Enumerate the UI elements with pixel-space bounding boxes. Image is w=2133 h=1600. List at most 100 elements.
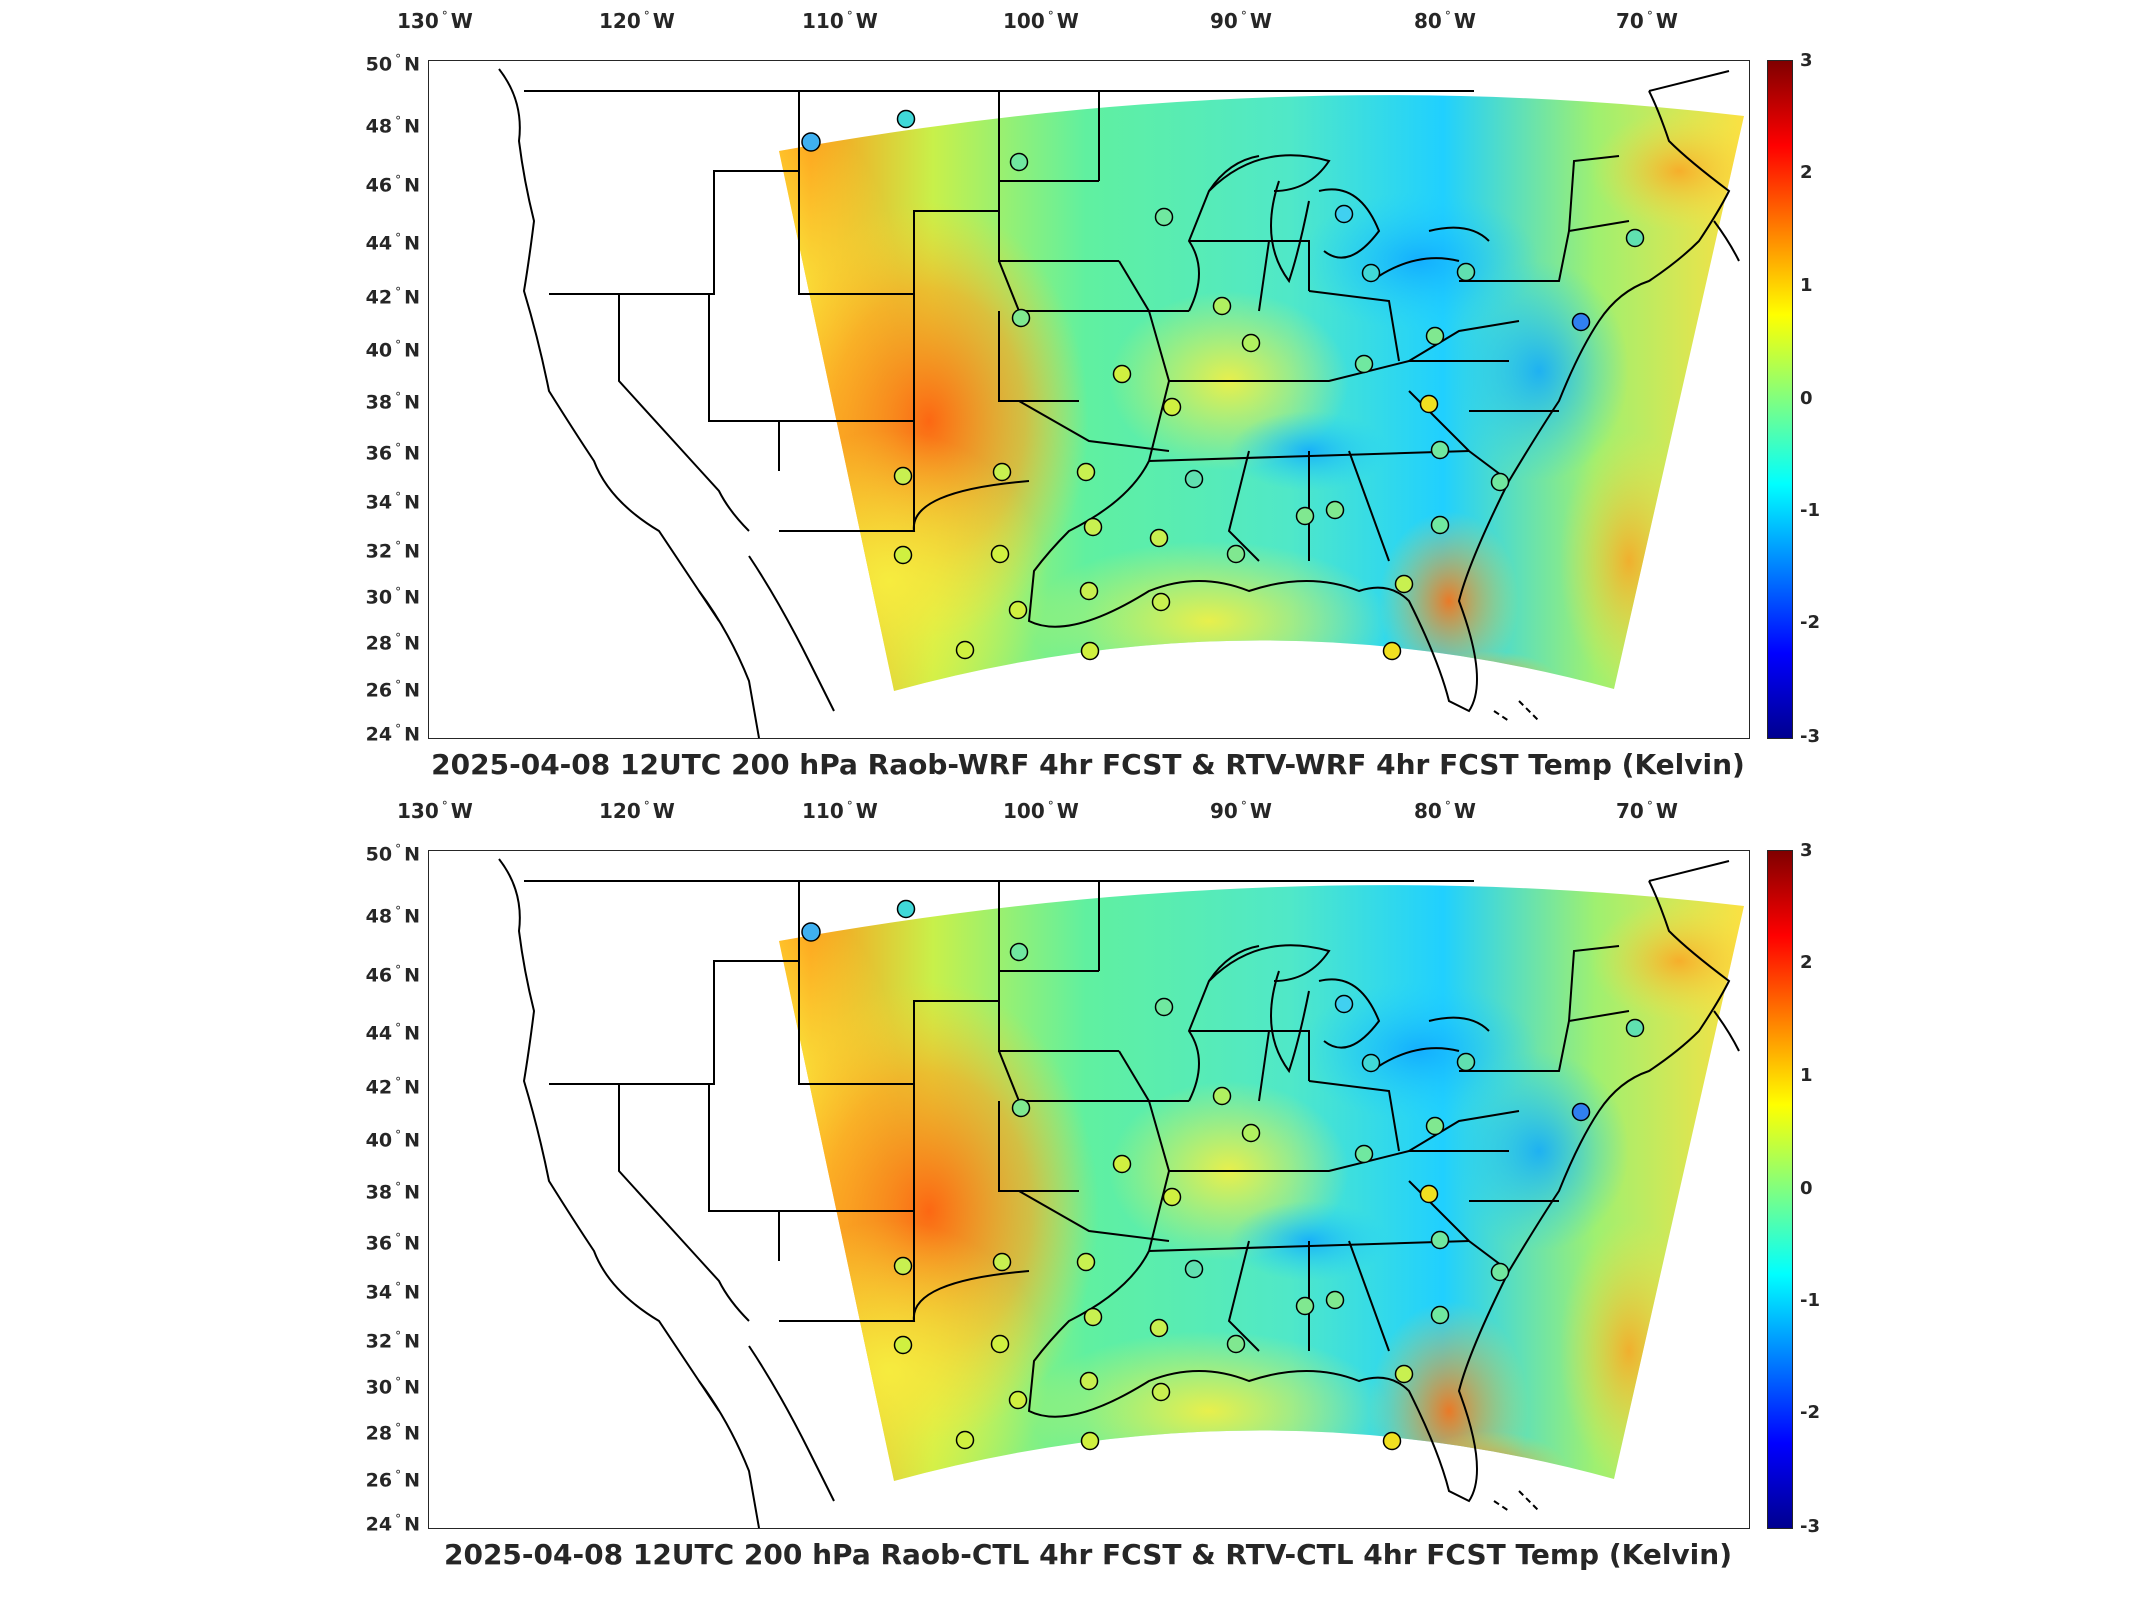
station-marker: [1625, 228, 1645, 248]
panel-title: 2025-04-08 12UTC 200 hPa Raob-CTL 4hr FC…: [443, 1538, 1732, 1571]
station-marker: [1490, 472, 1510, 492]
lon-tick-label: 70 ° W: [1616, 799, 1678, 823]
station-marker: [1394, 1364, 1414, 1384]
lat-tick-label: 30 ° N: [365, 1375, 420, 1399]
station-marker: [1625, 1018, 1645, 1038]
station-marker: [1151, 1382, 1171, 1402]
station-marker: [1430, 1230, 1450, 1250]
lat-tick-label: 46 ° N: [365, 173, 420, 197]
lon-tick-label: 80 ° W: [1414, 799, 1476, 823]
station-marker: [955, 640, 975, 660]
lat-tick-label: 50 ° N: [365, 842, 420, 866]
colorbar-tick-label: -2: [1800, 1402, 1820, 1423]
lat-tick-label: 34 ° N: [365, 490, 420, 514]
lat-tick-label: 44 ° N: [365, 1021, 420, 1045]
lat-tick-label: 24 ° N: [365, 1512, 420, 1536]
station-marker: [893, 1256, 913, 1276]
colorbar: [1767, 850, 1793, 1529]
station-marker: [1154, 207, 1174, 227]
station-marker: [1079, 1371, 1099, 1391]
lat-tick-label: 40 ° N: [365, 1128, 420, 1152]
lon-tick-label: 120 ° W: [599, 799, 675, 823]
colorbar-tick-label: 2: [1800, 162, 1813, 183]
station-marker: [1571, 312, 1591, 332]
lat-tick-label: 38 ° N: [365, 390, 420, 414]
station-marker: [1419, 394, 1439, 414]
station-marker: [1226, 544, 1246, 564]
station-marker: [992, 462, 1012, 482]
station-marker: [1154, 997, 1174, 1017]
station-marker: [1425, 326, 1445, 346]
station-marker: [1241, 333, 1261, 353]
station-marker: [1325, 1290, 1345, 1310]
panel-title: 2025-04-08 12UTC 200 hPa Raob-WRF 4hr FC…: [431, 748, 1745, 781]
station-marker: [1008, 600, 1028, 620]
colorbar-tick-label: -1: [1800, 500, 1820, 521]
station-marker: [893, 1335, 913, 1355]
station-marker: [1571, 1102, 1591, 1122]
lat-tick-label: 36 ° N: [365, 1231, 420, 1255]
station-marker: [1080, 641, 1100, 661]
lat-tick-label: 42 ° N: [365, 285, 420, 309]
station-marker: [1212, 296, 1232, 316]
lat-tick-label: 32 ° N: [365, 1329, 420, 1353]
raob-station-markers: [801, 109, 1645, 661]
station-marker: [1162, 1187, 1182, 1207]
station-marker: [1241, 1123, 1261, 1143]
station-marker: [1080, 1431, 1100, 1451]
station-marker: [1212, 1086, 1232, 1106]
lat-tick-label: 28 ° N: [365, 631, 420, 655]
map-plot-area: [428, 60, 1750, 739]
station-marker: [1430, 515, 1450, 535]
colorbar-tick-label: 3: [1800, 840, 1813, 861]
lon-tick-label: 130 ° W: [397, 799, 473, 823]
station-marker: [1149, 528, 1169, 548]
station-marker: [801, 132, 821, 152]
colorbar-tick-label: 0: [1800, 388, 1813, 409]
station-marker: [1226, 1334, 1246, 1354]
map-svg: [498, 68, 1744, 738]
lon-tick-label: 70 ° W: [1616, 9, 1678, 33]
colorbar-tick-label: -3: [1800, 1516, 1820, 1537]
colorbar-tick-label: -2: [1800, 612, 1820, 633]
station-marker: [955, 1430, 975, 1450]
station-marker: [1334, 994, 1354, 1014]
lat-tick-label: 42 ° N: [365, 1075, 420, 1099]
station-marker: [1112, 1154, 1132, 1174]
station-marker: [1162, 397, 1182, 417]
lon-tick-label: 100 ° W: [1003, 9, 1079, 33]
station-marker: [1490, 1262, 1510, 1282]
station-marker: [992, 1252, 1012, 1272]
raob-station-markers: [801, 899, 1645, 1451]
lat-tick-label: 50 ° N: [365, 52, 420, 76]
station-marker: [1009, 152, 1029, 172]
station-marker: [1456, 262, 1476, 282]
lat-tick-label: 48 ° N: [365, 904, 420, 928]
lat-tick-label: 24 ° N: [365, 722, 420, 746]
map-boundaries: [498, 858, 1740, 1528]
lon-tick-label: 110 ° W: [802, 799, 878, 823]
station-marker: [1430, 440, 1450, 460]
lat-tick-label: 34 ° N: [365, 1280, 420, 1304]
lat-tick-label: 26 ° N: [365, 1468, 420, 1492]
colorbar-tick-label: 3: [1800, 50, 1813, 71]
lat-tick-label: 48 ° N: [365, 114, 420, 138]
map-plot-area: [428, 850, 1750, 1529]
lon-tick-label: 130 ° W: [397, 9, 473, 33]
lon-tick-label: 80 ° W: [1414, 9, 1476, 33]
station-marker: [1456, 1052, 1476, 1072]
station-marker: [1149, 1318, 1169, 1338]
lat-tick-label: 32 ° N: [365, 539, 420, 563]
map-panel-raob-wrf: 130 ° W 120 ° W 110 ° W 100 ° W 90 ° W 80 ° W 70 ° W 5…: [365, 9, 1820, 781]
station-marker: [1076, 1252, 1096, 1272]
station-marker: [990, 544, 1010, 564]
map-panel-raob-ctl: 130 ° W 120 ° W 110 ° W 100 ° W 90 ° W 80 ° W 70 ° W 5…: [0, 790, 2133, 1590]
station-marker: [1325, 500, 1345, 520]
lat-tick-label: 28 ° N: [365, 1421, 420, 1445]
station-marker: [1011, 1098, 1031, 1118]
station-marker: [1425, 1116, 1445, 1136]
station-marker: [1295, 506, 1315, 526]
station-marker: [1112, 364, 1132, 384]
station-marker: [801, 922, 821, 942]
map-boundaries: [498, 68, 1740, 738]
